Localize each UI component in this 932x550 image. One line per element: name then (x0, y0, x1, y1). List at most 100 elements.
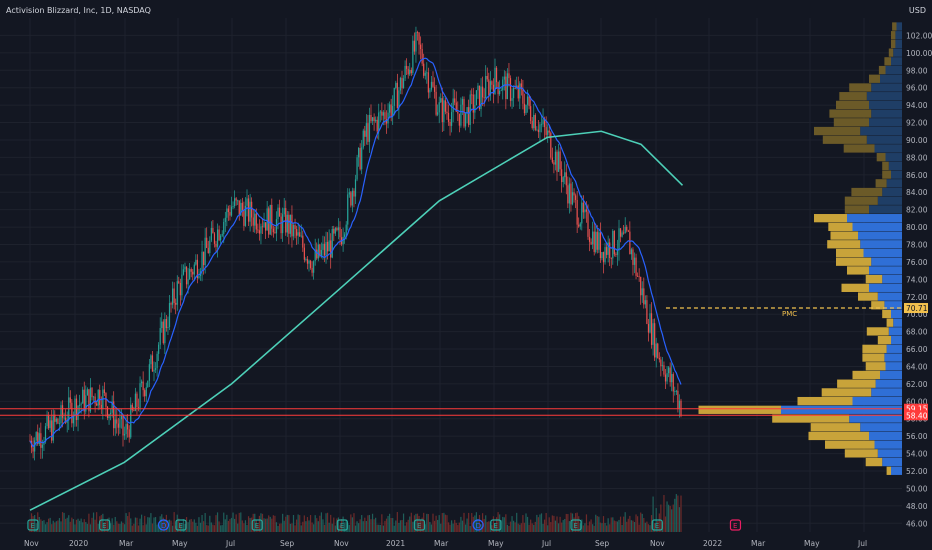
candle-body (106, 406, 109, 419)
candle-body (353, 190, 355, 197)
candle-body (142, 381, 144, 391)
volume-bar (409, 516, 411, 532)
price-axis-tick-label: 80.00 (906, 223, 928, 232)
volume-profile-bar-down (844, 449, 878, 458)
volume-bar (108, 517, 110, 532)
candle-body (184, 266, 186, 270)
candle-body (630, 249, 632, 255)
volume-bar (426, 513, 428, 532)
volume-bar (429, 521, 431, 532)
candle-body (500, 90, 502, 92)
volume-bar (328, 522, 330, 532)
candle-body (677, 390, 679, 409)
candle-body (370, 114, 372, 122)
price-axis-tick-label: 48.00 (906, 502, 928, 511)
volume-bar (317, 521, 319, 532)
volume-bar (159, 516, 161, 532)
price-axis-tick-label: 52.00 (906, 467, 928, 476)
volume-bar (60, 521, 62, 532)
candle-body (120, 415, 123, 420)
candle-body (187, 279, 189, 285)
volume-bar (534, 521, 536, 532)
volume-bar (423, 512, 425, 532)
volume-profile-bar-down (844, 196, 878, 205)
candle-body (533, 114, 535, 129)
volume-bar (206, 525, 208, 532)
candle-body (241, 202, 243, 211)
event-badge-label: E (102, 522, 106, 530)
candle-body (292, 225, 295, 237)
volume-profile-bar-up (877, 196, 902, 205)
volume-bar (545, 513, 547, 532)
volume-bar (235, 514, 237, 532)
candle-body (449, 121, 451, 126)
candle-body (224, 217, 226, 222)
volume-bar (85, 522, 87, 532)
candle-body (480, 86, 482, 109)
candle-body (624, 226, 626, 234)
candle-body (38, 433, 40, 445)
volume-bar (564, 518, 566, 532)
candle-body (418, 32, 420, 45)
price-axis-background (902, 0, 932, 550)
volume-bar (327, 512, 329, 532)
volume-bar (548, 517, 550, 532)
candle-body (79, 404, 81, 406)
volume-bar (66, 517, 68, 532)
volume-bar (582, 525, 584, 532)
candle-body (127, 424, 129, 430)
candle-body (463, 99, 465, 127)
price-axis-tick-label: 92.00 (906, 119, 928, 128)
candle-body (165, 319, 167, 329)
volume-bar (182, 519, 185, 532)
volume-bar (322, 519, 324, 532)
price-axis-tick-label: 62.00 (906, 380, 928, 389)
volume-bar (29, 520, 31, 532)
candle-body (213, 233, 216, 244)
candle-body (441, 98, 443, 123)
volume-bar (361, 515, 363, 532)
volume-bar (573, 517, 575, 532)
candle-body (604, 247, 606, 263)
volume-profile-bar-down (884, 57, 891, 66)
volume-bar (550, 522, 552, 532)
candle-body (41, 444, 43, 448)
candle-body (261, 226, 264, 228)
candle-body (616, 250, 619, 255)
volume-bar (61, 512, 64, 532)
volume-bar (559, 516, 561, 532)
volume-bar (96, 512, 98, 532)
candle-body (265, 222, 267, 231)
candle-body (167, 326, 169, 329)
volume-bar (599, 522, 601, 532)
volume-bar (401, 520, 403, 532)
candle-body (333, 229, 335, 234)
volume-bar (522, 515, 524, 532)
candle-body (210, 227, 212, 241)
volume-bar (162, 517, 164, 532)
volume-bar (48, 518, 50, 532)
candle-body (86, 389, 88, 396)
volume-profile-bar-down (892, 22, 897, 31)
candle-body (444, 100, 446, 112)
candle-body (460, 104, 462, 126)
volume-bar (308, 520, 310, 532)
candle-body (207, 247, 209, 254)
volume-bar (630, 520, 632, 532)
candle-body (134, 393, 136, 411)
volume-profile-bar-down (851, 187, 883, 197)
volume-bar (444, 514, 446, 532)
candle-body (599, 232, 601, 259)
volume-bar (576, 512, 578, 532)
candle-body (548, 130, 550, 133)
candle-body (99, 390, 101, 405)
candle-body (289, 214, 291, 234)
volume-profile-bar-up (875, 379, 902, 388)
candle-body (523, 103, 526, 114)
volume-bar (491, 525, 493, 532)
candle-body (530, 106, 532, 121)
volume-bar (629, 515, 631, 532)
time-axis-tick-label: May (488, 539, 504, 548)
candle-body (435, 91, 437, 115)
